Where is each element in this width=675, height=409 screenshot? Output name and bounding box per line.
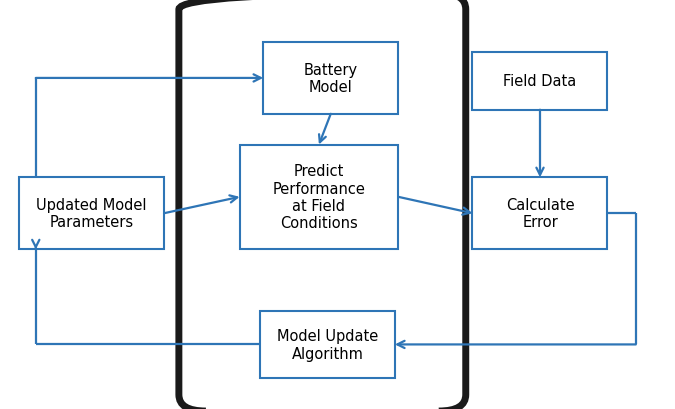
Text: Battery
Model: Battery Model bbox=[304, 63, 358, 95]
FancyBboxPatch shape bbox=[472, 178, 608, 249]
FancyBboxPatch shape bbox=[19, 178, 164, 249]
Text: Updated Model
Parameters: Updated Model Parameters bbox=[36, 198, 146, 230]
FancyBboxPatch shape bbox=[240, 145, 398, 249]
Text: Field Data: Field Data bbox=[504, 74, 576, 89]
FancyBboxPatch shape bbox=[263, 43, 398, 115]
Text: Model Update
Algorithm: Model Update Algorithm bbox=[277, 328, 378, 361]
Text: Calculate
Error: Calculate Error bbox=[506, 198, 574, 230]
Text: Predict
Performance
at Field
Conditions: Predict Performance at Field Conditions bbox=[273, 164, 365, 231]
FancyBboxPatch shape bbox=[472, 53, 608, 110]
FancyBboxPatch shape bbox=[260, 311, 395, 378]
